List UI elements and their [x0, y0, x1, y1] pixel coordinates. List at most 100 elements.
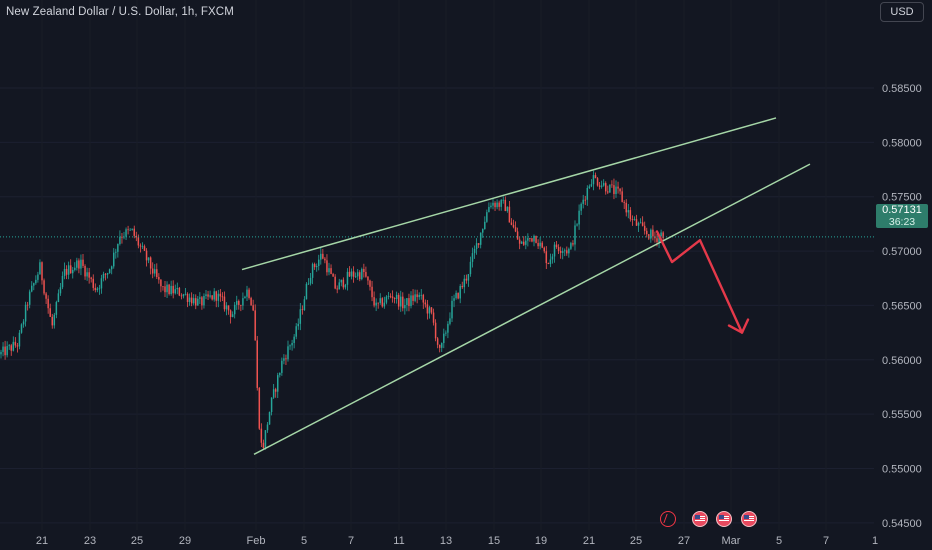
candle-body	[246, 289, 248, 297]
candle-body	[311, 264, 314, 278]
candle-body	[359, 272, 361, 280]
candle-body	[242, 298, 244, 306]
candle-body	[203, 295, 205, 306]
candle-body	[201, 297, 203, 306]
candle-body	[356, 272, 359, 277]
candle-body	[141, 246, 144, 248]
x-tick-label: Feb	[247, 535, 266, 547]
candle-body	[233, 304, 236, 315]
candle-body	[154, 269, 156, 274]
candle-body	[475, 243, 478, 249]
candle-body	[520, 241, 523, 244]
candle-body	[424, 302, 427, 305]
candle-body	[283, 358, 285, 361]
us-flag-icon[interactable]	[716, 511, 732, 527]
candle-body	[496, 202, 498, 208]
us-flag-icon[interactable]	[692, 511, 708, 527]
candle-body	[344, 284, 347, 288]
candle-body	[572, 243, 574, 245]
candle-body	[584, 199, 586, 201]
candle-body	[650, 229, 652, 239]
candle-body	[139, 245, 142, 247]
candle-body	[231, 314, 234, 317]
candle-body	[352, 271, 355, 277]
candle-body	[416, 294, 418, 298]
candle-body	[373, 297, 375, 306]
candle-body	[6, 346, 8, 356]
projection-arrow	[655, 230, 744, 334]
candle-body	[221, 296, 224, 298]
candle-body	[547, 263, 550, 264]
candle-body	[320, 253, 322, 260]
candle-body	[477, 243, 480, 245]
candle-body	[574, 225, 576, 245]
candle-body	[412, 295, 414, 301]
grid	[0, 87, 874, 524]
candle-body	[164, 286, 166, 293]
candle-body	[272, 389, 275, 398]
candle-body	[129, 229, 131, 231]
y-axis[interactable]: 0.58500 0.58000 0.57500 0.57000 0.56500 0.560…	[882, 83, 922, 530]
candle-body	[406, 298, 408, 306]
candle-body	[305, 283, 308, 300]
candle-body	[299, 309, 302, 324]
x-tick-label: 19	[535, 535, 547, 547]
x-tick-label: 23	[84, 535, 96, 547]
candle-body	[400, 296, 402, 307]
candle-body	[379, 298, 381, 303]
candle-body	[559, 250, 562, 253]
candle-body	[279, 372, 281, 376]
candle-body	[498, 202, 500, 207]
candle-body	[315, 266, 318, 268]
candle-body	[287, 346, 289, 360]
candle-body	[434, 322, 437, 339]
currency-button[interactable]: USD	[880, 2, 924, 22]
candle-body	[375, 302, 377, 306]
candle-body	[217, 293, 220, 301]
candle-body	[430, 307, 433, 313]
candle-body	[49, 308, 51, 317]
candle-body	[391, 296, 394, 298]
candle-body	[592, 175, 595, 185]
candle-body	[326, 260, 328, 273]
y-tick-label: 0.58000	[882, 137, 922, 149]
candle-body	[457, 292, 459, 299]
candle-body	[94, 287, 97, 291]
candle-body	[174, 289, 176, 294]
candle-body	[240, 304, 242, 306]
candle-body	[178, 287, 181, 296]
chart-title: New Zealand Dollar / U.S. Dollar, 1h, FX…	[6, 6, 234, 18]
candle-body	[31, 285, 33, 292]
candle-body	[293, 336, 295, 343]
candle-body	[35, 279, 37, 284]
candlestick-series	[0, 170, 664, 450]
candle-body	[555, 244, 558, 248]
candle-body	[340, 279, 343, 283]
candle-body	[402, 296, 404, 309]
candle-body	[238, 300, 240, 305]
candle-body	[176, 287, 179, 290]
flash-icon[interactable]	[660, 511, 676, 527]
candle-body	[438, 344, 441, 348]
candle-body	[14, 341, 17, 346]
candle-body	[381, 298, 384, 307]
candle-body	[106, 272, 109, 275]
candle-body	[281, 360, 283, 373]
candle-body	[561, 251, 564, 253]
candle-body	[195, 298, 197, 306]
candle-body	[223, 296, 226, 310]
us-flag-icon[interactable]	[741, 511, 757, 527]
candle-body	[342, 279, 345, 288]
candle-body	[523, 241, 525, 245]
candle-body	[184, 293, 187, 295]
candle-body	[615, 186, 617, 195]
candle-body	[354, 276, 357, 278]
x-axis[interactable]: 21 23 25 29 Feb 5 7 11 13 15 19 21 25 27 Mar 5 7 1	[36, 535, 878, 547]
candle-body	[190, 297, 193, 304]
candle-body	[63, 268, 66, 276]
candle-body	[365, 272, 367, 277]
candle-body	[90, 277, 92, 279]
y-tick-label: 0.56000	[882, 355, 922, 367]
candle-body	[588, 186, 591, 188]
